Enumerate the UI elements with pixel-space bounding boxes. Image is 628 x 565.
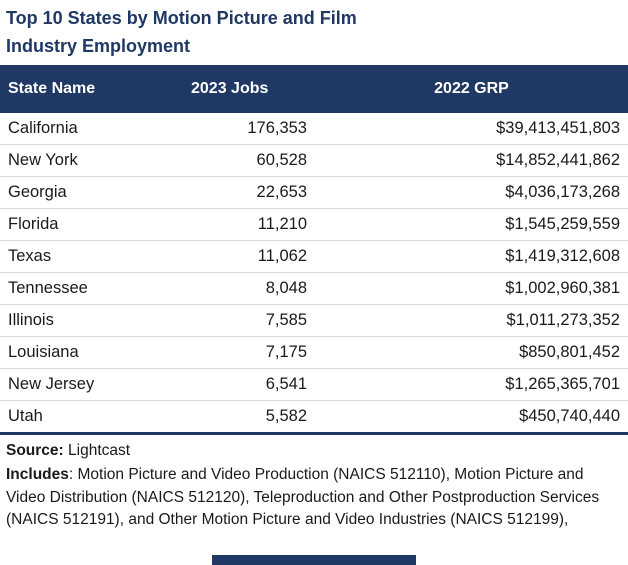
grp-cell: $14,852,441,862 [315,144,628,177]
state-cell: Florida [0,208,185,241]
table-row: Illinois 7,585 $1,011,273,352 [0,304,628,337]
grp-cell: $850,801,452 [315,336,628,369]
header-2023-jobs: 2023 Jobs [185,64,315,113]
page-title-line2: Industry Employment [6,35,191,56]
state-cell: Illinois [0,304,185,337]
state-cell: Louisiana [0,336,185,369]
table-header-row: State Name 2023 Jobs 2022 GRP [0,64,628,113]
source-value: Lightcast [63,441,131,459]
jobs-cell: 6,541 [185,368,315,401]
page-title: Top 10 States by Motion Picture and Film… [0,0,628,65]
employment-table: State Name 2023 Jobs 2022 GRP California… [0,64,628,435]
table-row: Tennessee 8,048 $1,002,960,381 [0,272,628,305]
table-row: Florida 11,210 $1,545,259,559 [0,208,628,241]
grp-cell: $450,740,440 [315,400,628,435]
grp-cell: $1,545,259,559 [315,208,628,241]
page-title-line1: Top 10 States by Motion Picture and Film [6,8,357,28]
includes-text: : Motion Picture and Video Production (N… [6,466,600,529]
source-label: Source: [6,441,64,459]
header-2022-grp: 2022 GRP [315,64,628,113]
grp-cell: $1,265,365,701 [315,368,628,401]
jobs-cell: 7,175 [185,336,315,369]
source-line: Source: Lightcast [6,440,618,462]
grp-cell: $1,002,960,381 [315,272,628,305]
table-row: New Jersey 6,541 $1,265,365,701 [0,368,628,401]
grp-cell: $4,036,173,268 [315,176,628,209]
state-cell: Texas [0,240,185,273]
header-state-name: State Name [0,64,185,113]
jobs-cell: 176,353 [185,112,315,145]
jobs-cell: 5,582 [185,400,315,435]
jobs-cell: 7,585 [185,304,315,337]
state-cell: Tennessee [0,272,185,305]
grp-cell: $1,011,273,352 [315,304,628,337]
jobs-cell: 22,653 [185,176,315,209]
table-row: Texas 11,062 $1,419,312,608 [0,240,628,273]
state-cell: California [0,112,185,145]
grp-cell: $1,419,312,608 [315,240,628,273]
table-row: California 176,353 $39,413,451,803 [0,112,628,145]
table-row: Louisiana 7,175 $850,801,452 [0,336,628,369]
includes-label: Includes [6,466,69,484]
state-cell: New Jersey [0,368,185,401]
grp-cell: $39,413,451,803 [315,112,628,145]
table-row: Georgia 22,653 $4,036,173,268 [0,176,628,209]
jobs-cell: 11,062 [185,240,315,273]
jobs-cell: 11,210 [185,208,315,241]
jobs-cell: 8,048 [185,272,315,305]
includes-paragraph: Includes: Motion Picture and Video Produ… [6,464,618,531]
jobs-cell: 60,528 [185,144,315,177]
table-row: New York 60,528 $14,852,441,862 [0,144,628,177]
table-footer: Source: Lightcast Includes: Motion Pictu… [0,435,628,532]
state-cell: New York [0,144,185,177]
table-row: Utah 5,582 $450,740,440 [0,400,628,435]
state-cell: Georgia [0,176,185,209]
state-cell: Utah [0,400,185,435]
bottom-bar [212,555,416,565]
